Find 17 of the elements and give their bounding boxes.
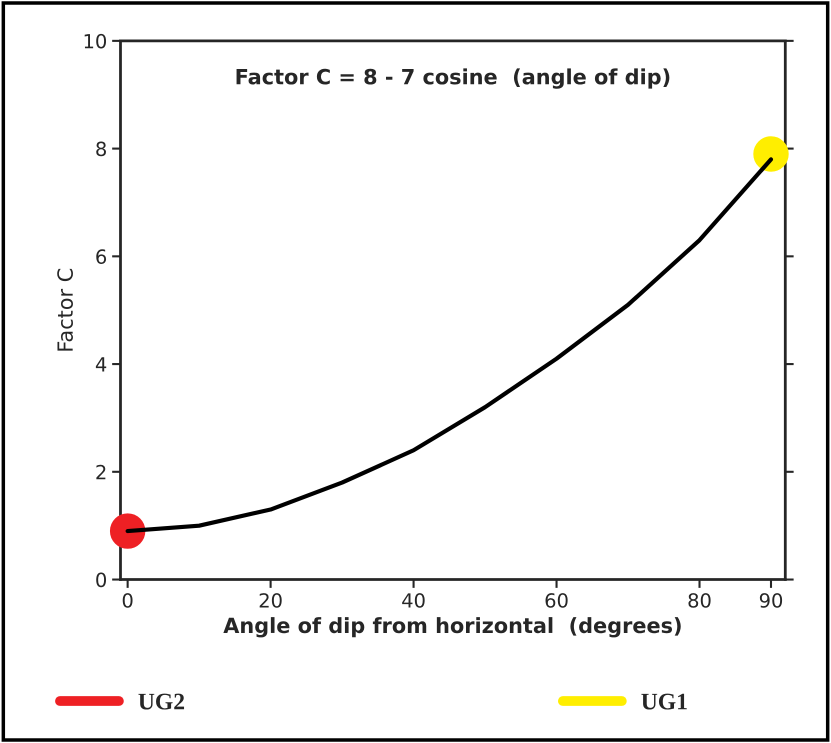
x-tick-label: 20 <box>260 593 282 608</box>
annotation: Factor C = 8 - 7 cosine (angle of dip) <box>236 68 670 89</box>
y-tick-label: 2 <box>96 464 106 480</box>
legend-label: UG2 <box>138 694 184 710</box>
x-tick-label: 0 <box>122 593 133 608</box>
y-tick-label: 0 <box>96 572 106 588</box>
x-tick-label: 80 <box>688 593 711 608</box>
y-tick-label: 10 <box>84 34 106 49</box>
x-tick-label: 40 <box>402 593 425 608</box>
y-tick-label: 4 <box>96 357 106 372</box>
x-axis-title: Angle of dip from horizontal (degrees) <box>223 617 681 638</box>
x-tick-label: 60 <box>546 593 568 608</box>
y-tick-label: 6 <box>96 249 106 264</box>
legend-label: UG1 <box>641 694 687 710</box>
x-tick-label: 90 <box>760 593 782 608</box>
y-axis-title: Factor C <box>57 268 73 351</box>
y-tick-label: 8 <box>96 142 106 156</box>
